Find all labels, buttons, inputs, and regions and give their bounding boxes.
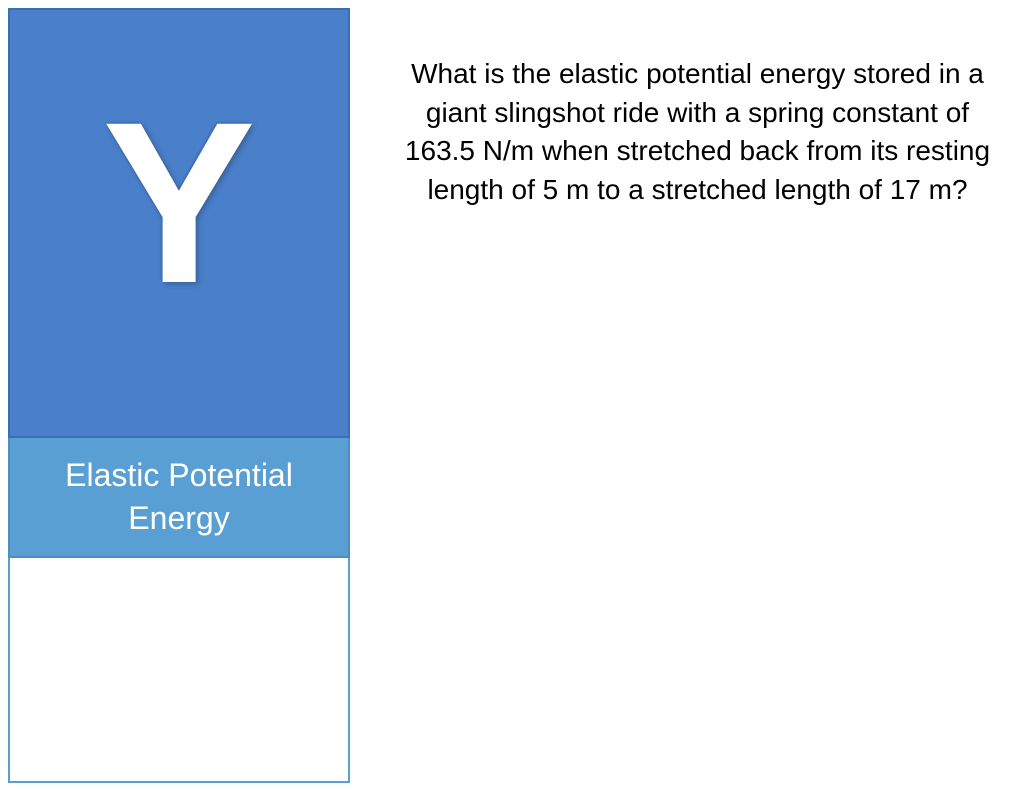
card-label-panel: Elastic Potential Energy	[8, 438, 350, 558]
question-text: What is the elastic potential energy sto…	[395, 55, 1000, 210]
card-bottom-panel	[8, 558, 350, 783]
card-letter-panel: Y	[8, 8, 350, 438]
question-panel: What is the elastic potential energy sto…	[395, 55, 1000, 210]
flashcard: Y Elastic Potential Energy	[8, 8, 350, 783]
card-letter: Y	[102, 88, 255, 318]
card-label-text: Elastic Potential Energy	[30, 454, 328, 540]
